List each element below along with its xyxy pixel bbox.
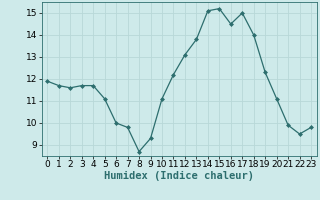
X-axis label: Humidex (Indice chaleur): Humidex (Indice chaleur) [104, 171, 254, 181]
